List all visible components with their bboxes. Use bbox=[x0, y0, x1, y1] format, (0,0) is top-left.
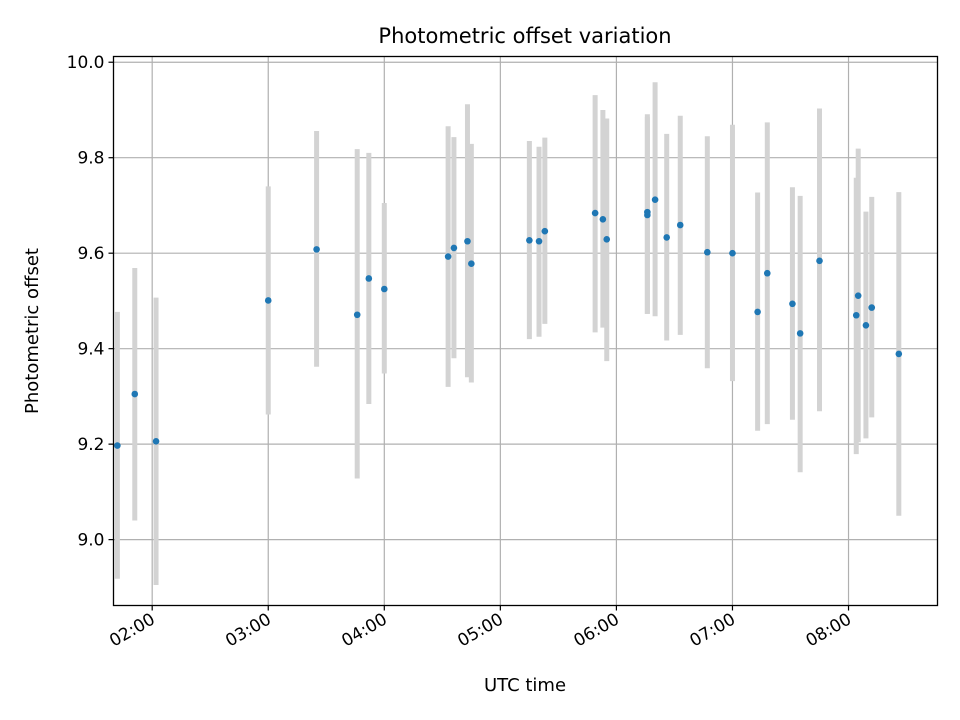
data-point bbox=[464, 237, 471, 245]
data-point bbox=[644, 211, 651, 219]
data-point bbox=[468, 260, 475, 267]
y-tick-label: 9.0 bbox=[77, 531, 104, 551]
data-point bbox=[131, 390, 139, 398]
y-tick-label: 10.0 bbox=[67, 53, 105, 73]
data-point bbox=[852, 311, 860, 319]
data-point bbox=[526, 236, 533, 244]
grid bbox=[113, 56, 938, 606]
data-point bbox=[651, 196, 659, 204]
chart-title: Photometric offset variation bbox=[378, 24, 671, 48]
y-ticks: 9.0 9.2 9.4 9.6 9.8 10.0 bbox=[67, 53, 114, 551]
data-point bbox=[591, 209, 599, 217]
data-point bbox=[868, 304, 876, 311]
data-point bbox=[152, 437, 160, 445]
x-tick-label: 04:00 bbox=[338, 610, 390, 652]
data-point bbox=[541, 227, 549, 235]
data-point bbox=[676, 221, 684, 229]
data-point bbox=[444, 253, 452, 260]
x-axis-label: UTC time bbox=[484, 675, 566, 696]
data-point bbox=[535, 237, 543, 245]
data-point bbox=[816, 257, 823, 265]
x-tick-label: 05:00 bbox=[454, 610, 506, 652]
data-point bbox=[313, 246, 320, 253]
data-point bbox=[599, 215, 607, 223]
data-point bbox=[895, 350, 903, 358]
x-tick-label: 07:00 bbox=[687, 610, 739, 652]
data-point bbox=[789, 300, 796, 308]
data-point bbox=[603, 236, 611, 243]
data-point bbox=[365, 275, 373, 282]
y-tick-label: 9.2 bbox=[77, 435, 104, 455]
data-point bbox=[796, 330, 804, 337]
plot-frame bbox=[112, 55, 939, 607]
data-point bbox=[729, 249, 736, 257]
data-point bbox=[264, 297, 272, 304]
data-point bbox=[862, 321, 870, 329]
x-tick-label: 08:00 bbox=[803, 610, 855, 652]
y-tick-label: 9.6 bbox=[77, 244, 104, 264]
data-point bbox=[663, 234, 671, 241]
y-axis-label: Photometric offset bbox=[22, 248, 43, 414]
data-points bbox=[114, 196, 903, 449]
data-point bbox=[380, 285, 388, 293]
data-point bbox=[450, 244, 458, 252]
data-point bbox=[114, 442, 121, 449]
y-tick-label: 9.4 bbox=[77, 340, 104, 360]
x-tick-label: 06:00 bbox=[570, 610, 622, 652]
data-point bbox=[754, 308, 761, 316]
x-tick-label: 03:00 bbox=[222, 610, 274, 652]
data-point bbox=[704, 248, 711, 256]
data-point bbox=[763, 269, 771, 277]
data-point bbox=[353, 311, 361, 319]
x-tick-label: 02:00 bbox=[106, 610, 158, 652]
x-ticks: 02:00 03:00 04:00 05:00 06:00 07:00 08:00 bbox=[106, 605, 855, 652]
data-point bbox=[854, 292, 862, 299]
y-tick-label: 9.8 bbox=[77, 149, 104, 169]
